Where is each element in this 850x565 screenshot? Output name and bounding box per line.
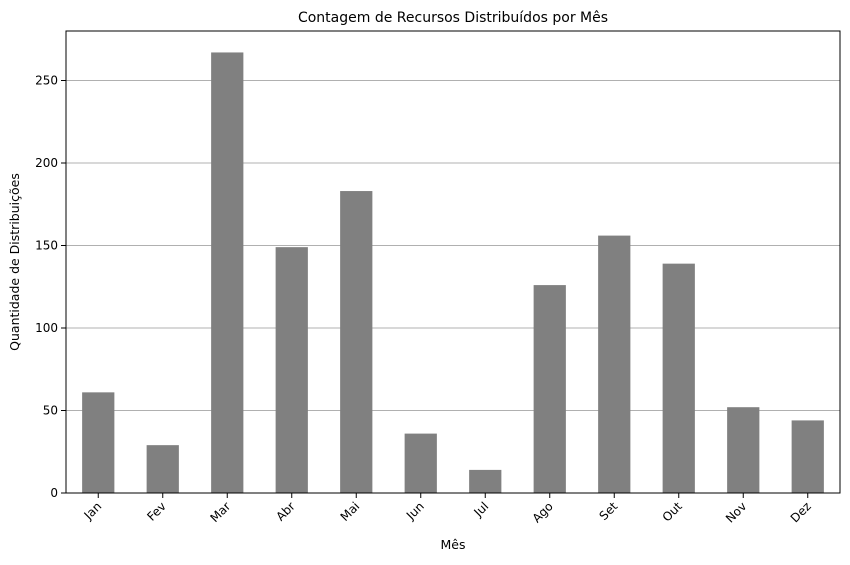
x-tick-label-jul: Jul	[471, 499, 492, 520]
x-axis-label: Mês	[441, 537, 466, 552]
x-tick-label-mai: Mai	[338, 499, 363, 524]
x-tick-label-ago: Ago	[530, 499, 556, 525]
bar-ago	[533, 285, 566, 493]
bar-out	[662, 263, 695, 493]
y-tick-label: 200	[35, 156, 58, 170]
bar-set	[598, 235, 631, 493]
x-tick-label-set: Set	[597, 499, 621, 523]
gridlines	[66, 80, 840, 411]
bar-mai	[340, 191, 373, 494]
bar-jan	[82, 392, 115, 493]
x-tick-label-mar: Mar	[207, 499, 233, 525]
y-axis-ticks: 0 50 100 150 200 250	[35, 74, 66, 500]
bar-fev	[146, 445, 179, 493]
x-tick-label-abr: Abr	[273, 499, 298, 524]
x-tick-label-nov: Nov	[723, 499, 749, 525]
bar-dez	[791, 420, 824, 493]
bar-mar	[211, 52, 244, 493]
x-tick-label-out: Out	[660, 499, 685, 524]
bar-nov	[727, 407, 760, 493]
plot-frame	[65, 30, 841, 494]
y-axis-label: Quantidade de Distribuições	[7, 173, 22, 351]
x-tick-label-jan: Jan	[81, 499, 105, 523]
bar-jul	[469, 469, 502, 493]
y-tick-label: 50	[43, 404, 58, 418]
x-axis-ticks: Jan Fev Mar Abr Mai Jun Jul Ago Set Out Nov Dez	[81, 493, 814, 526]
bar-jun	[404, 433, 437, 493]
chart-title: Contagem de Recursos Distribuídos por Mê…	[298, 10, 608, 26]
x-tick-label-dez: Dez	[788, 499, 814, 525]
x-tick-label-fev: Fev	[144, 499, 169, 524]
bar-abr	[275, 247, 308, 493]
x-tick-label-jun: Jun	[403, 499, 427, 523]
y-tick-label: 100	[35, 321, 58, 335]
bars	[82, 52, 824, 494]
y-tick-label: 0	[50, 486, 58, 500]
y-tick-label: 150	[35, 239, 58, 253]
y-tick-label: 250	[35, 74, 58, 88]
